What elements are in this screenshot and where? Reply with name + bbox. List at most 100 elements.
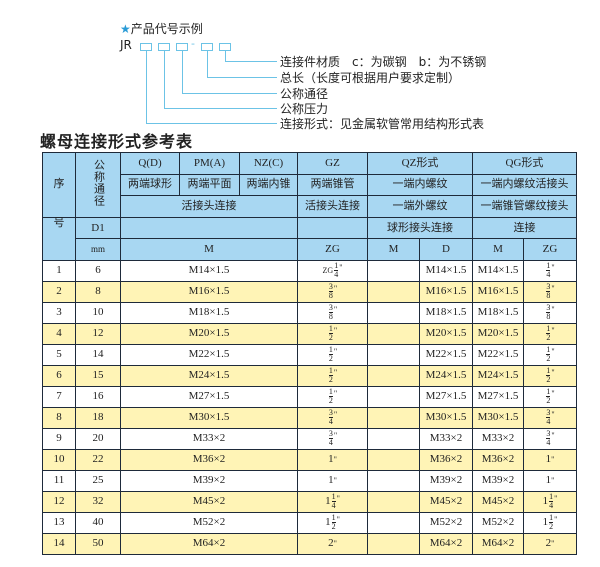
d1-cell: 40 — [75, 511, 121, 534]
whole-part: 1 — [545, 474, 552, 487]
leader-line — [182, 51, 183, 93]
table-row: 10 22 M36×2 1" M36×2 M36×2 1" — [42, 448, 577, 471]
code-prefix: JR — [120, 38, 132, 52]
table-row: 7 16 M27×1.5 1 2 " M27×1.5 M27×1.5 1 2 " — [42, 385, 577, 408]
d1-header: D1 — [75, 216, 121, 240]
numerator: 3 — [546, 282, 551, 293]
zg-cell: 2" — [297, 532, 368, 555]
d1-cell: 15 — [75, 364, 121, 387]
qg-desc: 一端内螺纹活接头 — [472, 173, 577, 197]
table-row: 2 8 M16×1.5 3 8 " M16×1.5 M16×1.5 3 8 " — [42, 280, 577, 303]
whole-part: 1 — [542, 516, 549, 529]
qg-m-cell: M24×1.5 — [472, 364, 524, 387]
denominator: 8 — [328, 312, 333, 322]
zg-cell: 3 4 " — [297, 427, 368, 450]
qg-connection: 一端锥管螺纹接头 — [472, 195, 577, 218]
qg-zg-cell: 3 8 " — [523, 280, 577, 303]
qz-connection: 一端外螺纹 — [367, 195, 473, 218]
denominator: 4 — [546, 270, 551, 280]
m-header: M — [120, 238, 298, 261]
leader-line — [164, 51, 165, 108]
table-row: 6 15 M24×1.5 1 2 " M24×1.5 M24×1.5 1 2 " — [42, 364, 577, 387]
inch-mark: " — [333, 410, 338, 420]
leader-line — [207, 51, 208, 77]
m-cell: M14×1.5 — [120, 259, 298, 282]
whole-part: 1 — [545, 453, 552, 466]
label-nominal-diameter: 公称通径 — [280, 87, 329, 101]
denominator: 2 — [328, 354, 333, 364]
inch-mark: " — [551, 368, 555, 378]
seq-cell: 5 — [42, 343, 76, 366]
numerator: 1 — [334, 261, 339, 272]
inch-mark: " — [333, 326, 338, 336]
m-cell: M24×1.5 — [120, 364, 298, 387]
numerator: 1 — [546, 324, 551, 335]
inch-mark: " — [333, 431, 338, 441]
seq-cell: 14 — [42, 532, 76, 555]
gz-desc: 两端锥管 — [297, 173, 368, 197]
inch-mark: " — [333, 305, 338, 315]
whole-part: 2 — [545, 537, 552, 550]
label-connection-form: 连接形式：见金属软管常用结构形式表 — [280, 117, 485, 131]
inch-mark: " — [333, 347, 338, 357]
qz-d-cell: M24×1.5 — [419, 364, 473, 387]
section-title: 螺母连接形式参考表 — [40, 132, 194, 151]
seq-cell: 9 — [42, 427, 76, 450]
leader-line — [225, 51, 226, 61]
nz-desc: 两端内锥 — [239, 173, 298, 197]
m-cell: M64×2 — [120, 532, 298, 555]
qg-zg-cell: 3 8 " — [523, 301, 577, 324]
qg-zg-cell: 1" — [523, 469, 577, 492]
denominator: 8 — [328, 291, 333, 301]
qg-m-cell: M33×2 — [472, 427, 524, 450]
inch-mark: " — [333, 284, 338, 294]
inch-mark: " — [551, 347, 555, 357]
qg-m-cell: M16×1.5 — [472, 280, 524, 303]
code-box-4 — [201, 43, 213, 51]
whole-part: 1 — [328, 453, 334, 466]
table-row: 13 40 M52×2 1 1 2 " M52×2 M52×2 1 1 2 " — [42, 511, 577, 534]
blank-cell — [120, 216, 298, 240]
denominator: 8 — [546, 291, 551, 301]
qg-zg-cell: 1 4 " — [523, 259, 577, 282]
inch-mark: " — [333, 389, 338, 399]
denominator: 4 — [334, 270, 339, 280]
qz-m-cell — [367, 301, 420, 324]
qg-zg-cell: 1 2 " — [523, 322, 577, 345]
qg-zg-cell: 1 2 " — [523, 385, 577, 408]
qz-d-cell: M20×1.5 — [419, 322, 473, 345]
m-cell: M30×1.5 — [120, 406, 298, 429]
denominator: 4 — [546, 438, 551, 448]
qg-m-cell: M30×1.5 — [472, 406, 524, 429]
leader-line — [146, 123, 277, 124]
qz-m-cell — [367, 490, 420, 513]
qg-m-cell: M64×2 — [472, 532, 524, 555]
col-qz: QZ形式 — [367, 152, 473, 175]
inch-mark: " — [551, 389, 555, 399]
zg-header: ZG — [297, 238, 368, 261]
qz-m-cell — [367, 448, 420, 471]
qz-m-cell — [367, 322, 420, 345]
qg-m-cell: M18×1.5 — [472, 301, 524, 324]
qg-m-cell: M22×1.5 — [472, 343, 524, 366]
numerator: 1 — [331, 492, 336, 503]
d1-cell: 22 — [75, 448, 121, 471]
code-box-3 — [176, 43, 188, 51]
inch-mark: " — [333, 476, 337, 486]
denominator: 2 — [546, 396, 551, 406]
d1-cell: 20 — [75, 427, 121, 450]
qg-m-cell: M27×1.5 — [472, 385, 524, 408]
star-icon: ★ — [120, 22, 131, 36]
qz-m-cell — [367, 259, 420, 282]
numerator: 1 — [328, 387, 333, 398]
code-box-1 — [140, 43, 152, 51]
label-material: 连接件材质 c：为碳钢 b：为不锈钢 — [280, 55, 487, 69]
